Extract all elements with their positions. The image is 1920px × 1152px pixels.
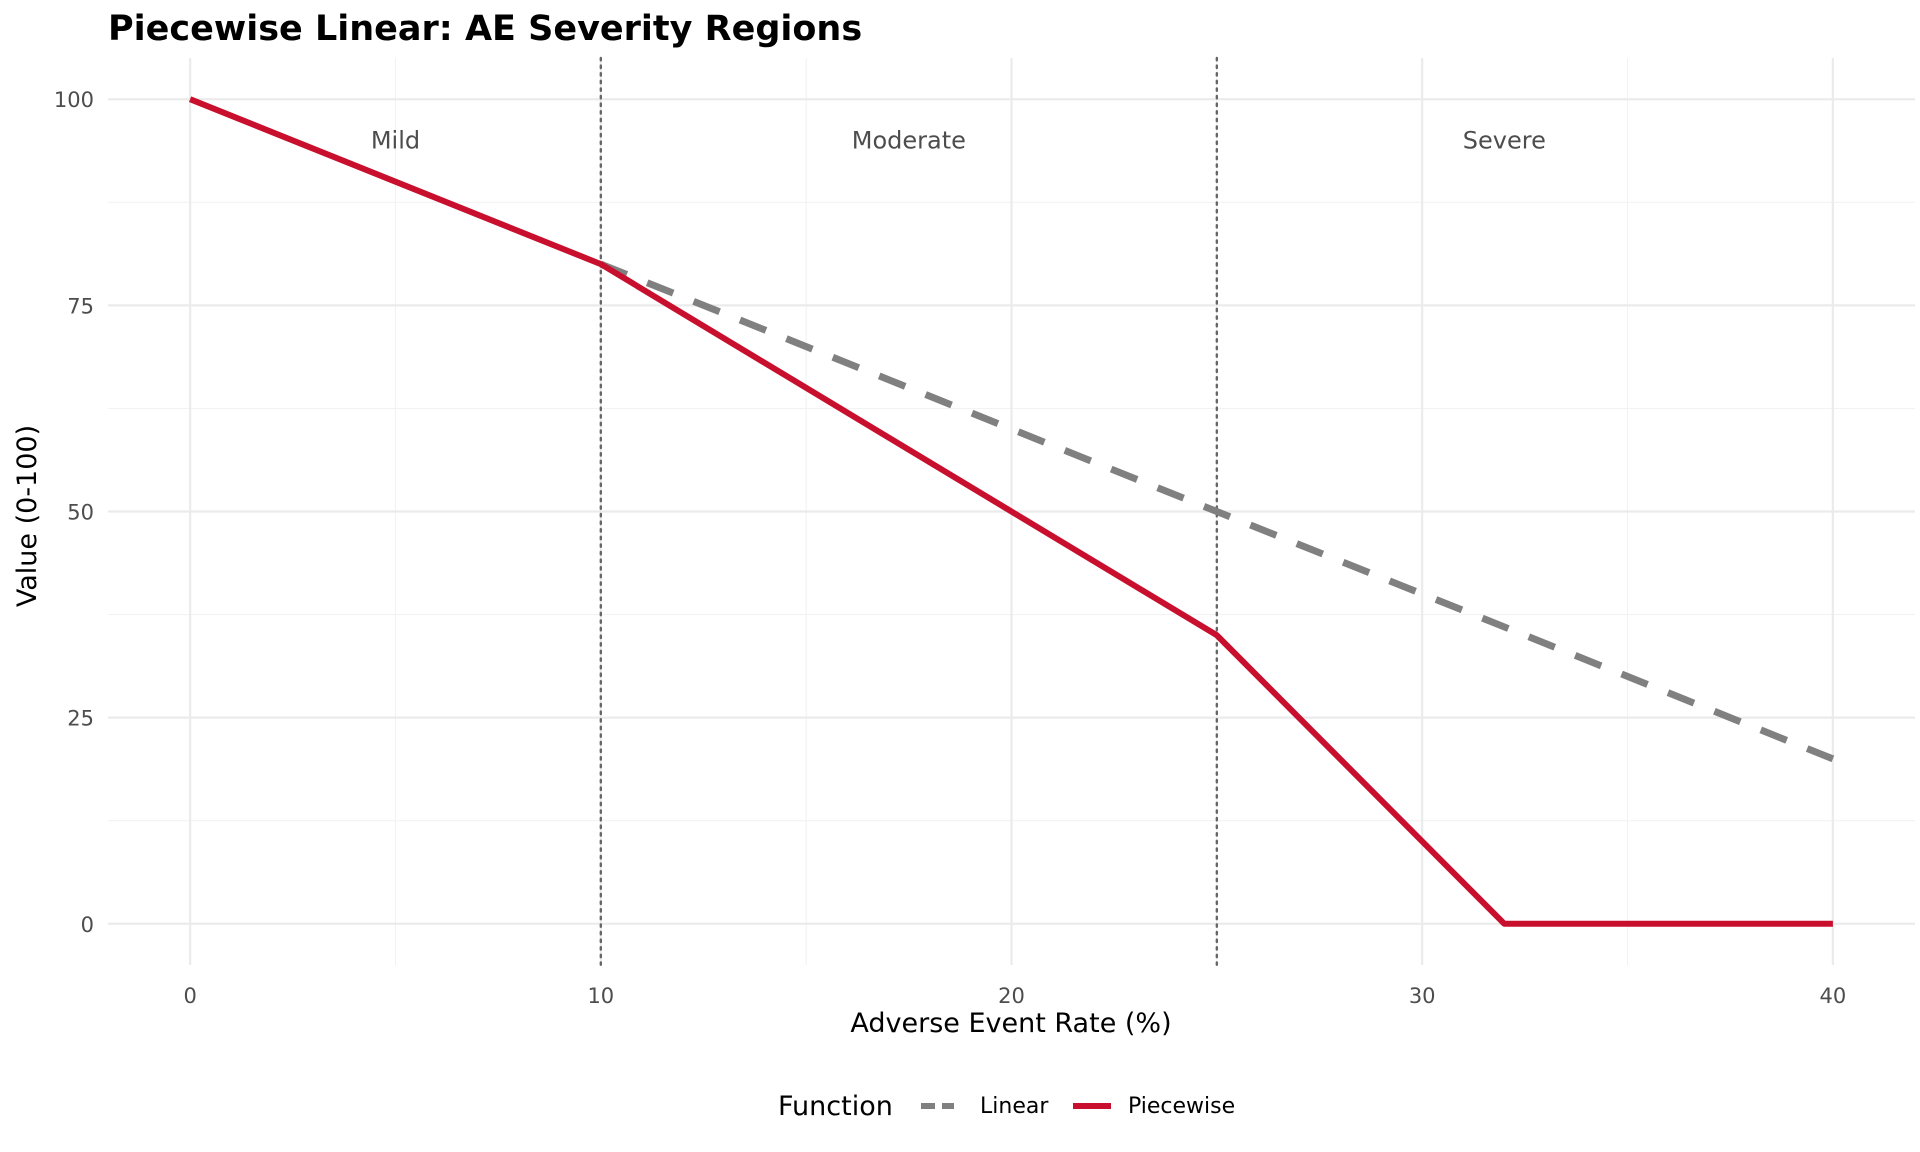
y-tick-label: 50 [67,501,94,525]
region-label-severe: Severe [1463,126,1546,154]
x-tick-label: 10 [587,984,614,1008]
y-tick-label: 75 [67,294,94,318]
region-label-mild: Mild [371,126,420,154]
y-tick-label: 100 [54,88,94,112]
legend-title: Function [778,1091,893,1122]
x-tick-label: 40 [1819,984,1846,1008]
x-tick-label: 0 [183,984,196,1008]
y-tick-label: 25 [67,707,94,731]
series-lines [188,96,1835,927]
region-label-moderate: Moderate [852,126,966,154]
series-line-linear [599,260,1835,763]
legend: Function Linear Piecewise [778,1091,1235,1122]
x-tick-label: 30 [1409,984,1436,1008]
chart-title: Piecewise Linear: AE Severity Regions [108,9,862,49]
threshold-lines [599,56,1219,967]
x-axis-ticks: 0 10 20 30 40 [183,984,1846,1008]
legend-label-piecewise: Piecewise [1128,1094,1235,1119]
series-line-piecewise [188,96,1833,927]
legend-label-linear: Linear [980,1094,1049,1119]
region-labels: Mild Moderate Severe [371,126,1546,154]
y-axis-title: Value (0-100) [12,425,43,607]
y-axis-ticks: 0 25 50 75 100 [54,88,94,937]
y-tick-label: 0 [81,913,94,937]
x-axis-title: Adverse Event Rate (%) [850,1008,1171,1039]
x-tick-label: 20 [998,984,1025,1008]
